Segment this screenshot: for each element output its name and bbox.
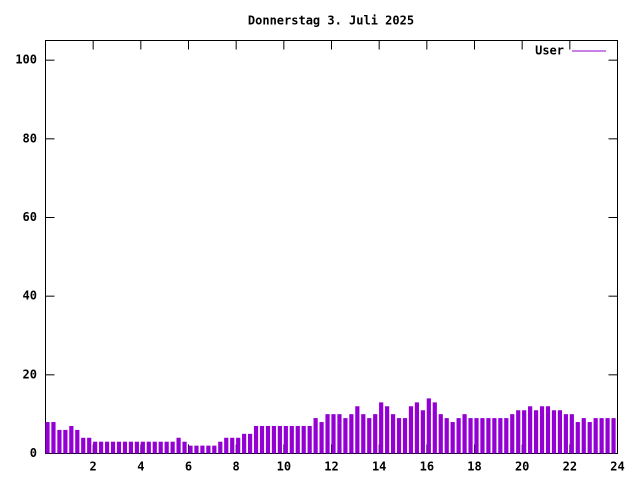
y-tick-label: 40 — [23, 289, 37, 303]
x-tick-label: 4 — [137, 460, 144, 474]
legend-label: User — [535, 44, 564, 58]
y-tick-label: 80 — [23, 131, 37, 145]
x-tick-label: 18 — [467, 460, 481, 474]
y-tick-label: 0 — [30, 446, 37, 460]
y-tick-label: 20 — [23, 367, 37, 381]
x-tick-label: 2 — [90, 460, 97, 474]
x-tick-label: 16 — [420, 460, 434, 474]
x-tick-label: 10 — [277, 460, 291, 474]
x-tick-label: 24 — [610, 460, 624, 474]
x-tick-label: 20 — [515, 460, 529, 474]
x-tick-label: 6 — [185, 460, 192, 474]
x-tick-label: 12 — [324, 460, 338, 474]
x-tick-label: 8 — [233, 460, 240, 474]
chart-title: Donnerstag 3. Juli 2025 — [248, 14, 414, 28]
y-tick-label: 60 — [23, 210, 37, 224]
x-tick-label: 14 — [372, 460, 386, 474]
x-tick-label: 22 — [563, 460, 577, 474]
y-tick-label: 100 — [15, 53, 37, 67]
